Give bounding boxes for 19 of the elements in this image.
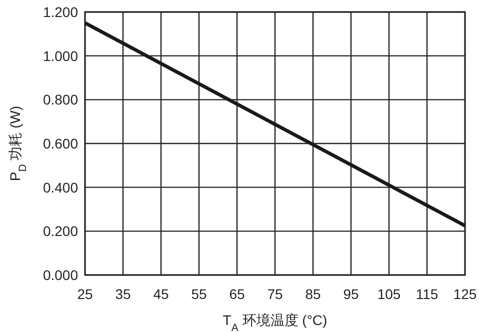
x-tick-label: 125 <box>453 286 477 302</box>
x-tick-label: 95 <box>343 286 359 302</box>
x-tick-label: 55 <box>191 286 207 302</box>
x-tick-label: 25 <box>77 286 93 302</box>
x-axis-title: T$_{A}$ 环境温度 (°C) <box>222 312 328 332</box>
y-tick-label: 1.000 <box>42 48 78 64</box>
y-tick-label: 0.400 <box>42 179 78 196</box>
x-tick-label: 85 <box>305 286 321 302</box>
x-tick-label: 65 <box>229 286 245 302</box>
x-tick-label: 45 <box>153 286 169 302</box>
y-tick-label: 0.600 <box>42 136 78 152</box>
y-tick-label: 1.200 <box>42 4 78 20</box>
x-tick-label: 105 <box>377 286 401 302</box>
y-tick-label: 0.000 <box>42 267 78 283</box>
x-tick-label: 35 <box>115 286 131 302</box>
x-tick-label: 75 <box>267 286 283 302</box>
y-tick-label: 0.800 <box>42 92 78 108</box>
y-tick-label: 0.200 <box>42 223 78 240</box>
x-tick-label: 115 <box>416 286 438 302</box>
